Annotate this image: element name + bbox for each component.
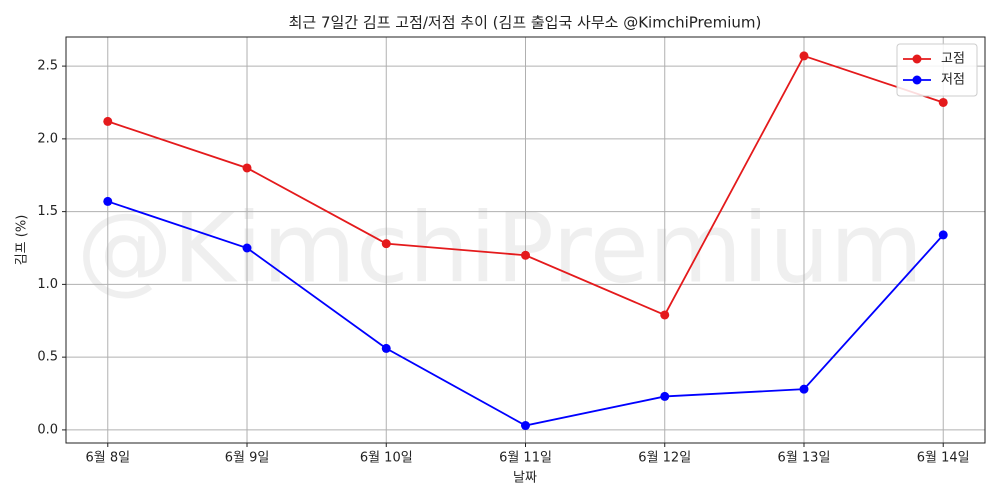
data-point [799,51,809,61]
data-point [242,163,252,173]
data-point [242,243,252,253]
data-point [381,239,391,249]
y-tick-label: 1.0 [37,277,58,292]
x-axis-label: 날짜 [513,471,537,486]
data-point [521,421,530,431]
data-point [938,230,948,240]
chart-title: 최근 7일간 김프 고점/저점 추이 (김프 출입국 사무소 @KimchiPr… [289,14,762,32]
data-point [103,196,113,206]
x-tick-label: 6월 14일 [917,451,970,466]
data-point [103,116,113,126]
legend-marker [912,75,922,85]
y-tick-label: 0.0 [37,422,58,437]
data-point [938,97,948,107]
x-tick-label: 6월 13일 [778,451,831,466]
y-tick-label: 1.5 [37,204,58,219]
x-tick-label: 6월 8일 [85,451,130,466]
plot-frame [65,36,986,444]
data-point [660,310,670,320]
legend-box [896,43,978,97]
y-axis-label: 김프 (%) [15,215,30,266]
data-point [660,391,670,401]
x-tick-label: 6월 11일 [499,451,552,466]
x-tick-label: 6월 10일 [360,451,413,466]
legend-label: 저점 [941,73,965,88]
watermark: @KimchiPremium [77,192,924,304]
data-point [381,343,391,353]
y-tick-label: 0.5 [37,350,58,365]
data-point [521,250,530,260]
legend-label: 고점 [941,52,965,67]
x-tick-label: 6월 9일 [225,451,270,466]
legend-marker [912,54,922,64]
data-point [799,384,809,394]
y-tick-label: 2.5 [37,59,58,74]
y-tick-label: 2.0 [37,131,58,146]
x-tick-label: 6월 12일 [638,451,691,466]
